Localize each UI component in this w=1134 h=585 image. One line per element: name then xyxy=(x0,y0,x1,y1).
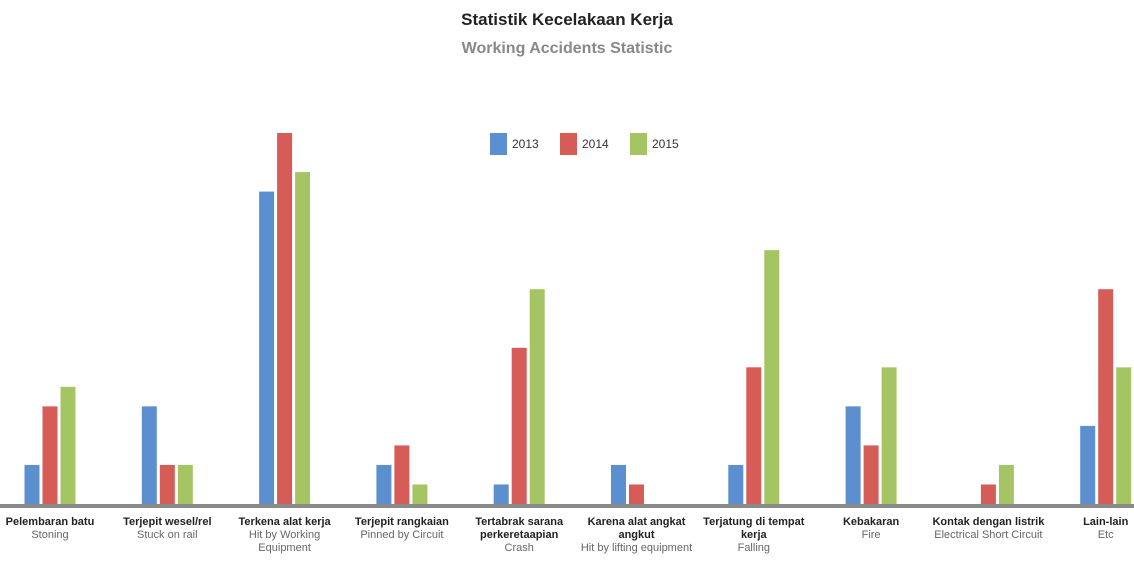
bar xyxy=(1080,425,1096,504)
bar xyxy=(998,464,1014,504)
category-translation: Hit by lifting equipment xyxy=(580,542,693,554)
bar xyxy=(259,191,275,504)
bar xyxy=(980,484,996,504)
category-translation: Etc xyxy=(1097,529,1114,541)
bar xyxy=(611,464,626,504)
bar xyxy=(529,289,545,504)
bar xyxy=(159,464,175,504)
category-name: Terkena alat kerja xyxy=(238,516,331,528)
x-tick-label: Lain-lain Etc xyxy=(1050,516,1134,542)
legend-swatch xyxy=(630,133,647,155)
legend-item: 2015 xyxy=(630,133,679,155)
category-name: Kontak dengan listrik xyxy=(932,516,1045,528)
legend-item: 2014 xyxy=(560,133,609,155)
category-translation: Stuck on rail xyxy=(137,529,198,541)
category-name: Terjepit wesel/rel xyxy=(123,516,212,528)
x-tick-label: Terjepit rangkaian Pinned by Circuit xyxy=(346,516,458,542)
bar xyxy=(295,172,311,505)
bar xyxy=(277,133,293,504)
bar xyxy=(141,406,157,504)
bar xyxy=(728,464,744,504)
x-tick-label: Terkena alat kerja Hit by Working Equipme… xyxy=(229,516,341,555)
category-name: Lain-lain xyxy=(1083,516,1129,528)
x-tick-label: Pelembaran batu Stoning xyxy=(0,516,106,542)
category-translation: Falling xyxy=(737,542,770,554)
legend-item: 2013 xyxy=(490,133,539,155)
legend-label: 2013 xyxy=(512,137,539,151)
chart-title: Statistik Kecelakaan Kerja xyxy=(461,10,673,29)
legend-label: 2014 xyxy=(582,137,609,151)
x-tick-label: Terjatung di tempat kerja Falling xyxy=(698,516,810,555)
bar xyxy=(845,406,861,504)
bar xyxy=(746,367,762,504)
x-tick-label: Karena alat angkat angkut Hit by lifting … xyxy=(581,516,693,555)
bar xyxy=(60,386,76,504)
category-name: Kebakaran xyxy=(842,516,900,528)
legend-swatch xyxy=(560,133,577,155)
bar xyxy=(177,464,193,504)
bar xyxy=(412,484,428,504)
x-tick-label: Kontak dengan listrik Electrical Short Ci… xyxy=(932,516,1044,542)
bar xyxy=(1098,289,1114,504)
x-tick-label: Kebakaran Fire xyxy=(815,516,927,542)
bar xyxy=(881,367,897,504)
category-translation: Hit by Working Equipment xyxy=(248,529,321,554)
category-translation: Stoning xyxy=(31,529,69,541)
legend-swatch xyxy=(490,133,507,155)
bar xyxy=(394,445,410,504)
baseline xyxy=(0,504,1134,508)
bar xyxy=(1116,367,1132,504)
chart-subtitle: Working Accidents Statistic xyxy=(461,40,673,57)
bar xyxy=(863,445,879,504)
category-translation: Fire xyxy=(861,529,881,541)
x-tick-label: Tertabrak sarana perkeretaapian Crash xyxy=(463,516,575,555)
category-name: Pelembaran batu xyxy=(5,516,95,528)
category-translation: Electrical Short Circuit xyxy=(934,529,1043,541)
bar xyxy=(511,347,527,504)
x-tick-label: Terjepit wesel/rel Stuck on rail xyxy=(111,516,223,542)
bar xyxy=(42,406,58,504)
category-translation: Pinned by Circuit xyxy=(360,529,444,541)
bar xyxy=(764,250,780,504)
category-name: Tertabrak sarana perkeretaapian xyxy=(475,516,564,541)
bar xyxy=(629,484,644,504)
category-translation: Crash xyxy=(504,542,534,554)
bar xyxy=(376,464,392,504)
category-name: Terjatung di tempat kerja xyxy=(703,516,805,541)
bar xyxy=(24,464,40,504)
category-name: Karena alat angkat angkut xyxy=(587,516,686,541)
bar xyxy=(493,484,509,504)
category-name: Terjepit rangkaian xyxy=(354,516,449,528)
legend-label: 2015 xyxy=(652,137,679,151)
